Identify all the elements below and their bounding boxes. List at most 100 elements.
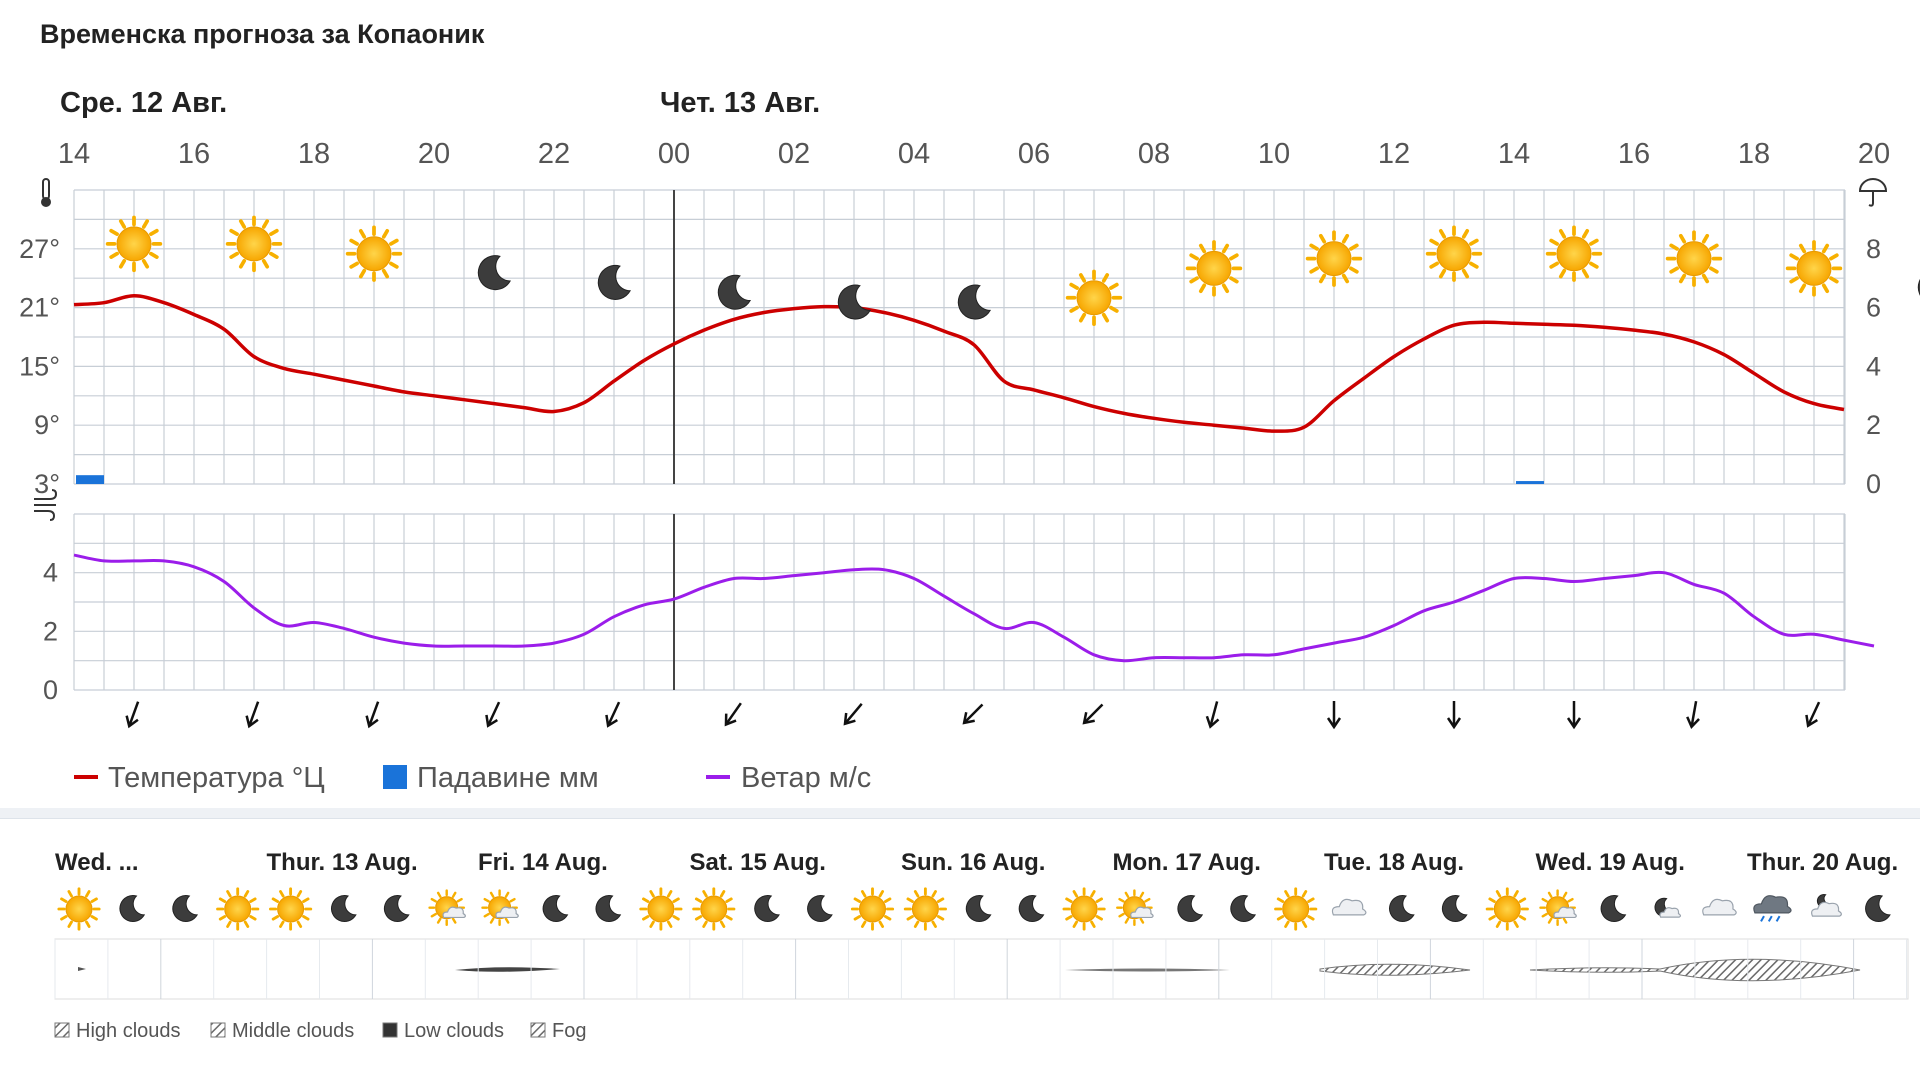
partly-cloudy-icon [481,889,519,927]
day-labels: Сре. 12 Авг.Чет. 13 Авг.Пет. 14 Авг. [60,87,820,119]
cloud-icon [1553,906,1577,919]
moon-icon [1018,895,1045,922]
sun-icon [269,887,313,931]
daily-day-label: Sun. 16 Aug. [901,849,1045,876]
cloud-band [455,967,560,972]
sun-icon [57,887,101,931]
temperature-tick-label: 9° [34,410,60,440]
cloud-icon [1702,898,1737,916]
hour-label: 20 [1858,138,1890,170]
wind-arrow-icon [605,701,621,728]
hour-label: 04 [898,138,930,170]
sun-icon [1062,887,1106,931]
hour-label: 12 [1378,138,1410,170]
cloud-legend-item: Middle clouds [210,1020,354,1042]
daily-forecast-panel: Wed. ... Thur. 13 Aug. Fri. 14 Aug. Sat. 15… [0,818,1920,1081]
cloud-legend-label: High clouds [76,1020,181,1042]
cloud-legend-label: Middle clouds [232,1020,354,1042]
daily-day-label: Mon. 17 Aug. [1113,849,1261,876]
weather-icons [105,215,1920,327]
daily-weather-icons [57,887,1891,931]
daily-day-label: Wed. 19 Aug. [1536,849,1685,876]
sun-icon [225,215,283,273]
sun-icon [1545,225,1603,282]
sun-icon [1785,240,1843,297]
wind-arrow-icon [1566,701,1582,730]
hour-label: 18 [298,138,330,170]
moon-icon [1389,895,1415,922]
wind-tick-label: 4 [43,558,58,588]
moon-icon [957,284,992,320]
daily-day-label: Sat. 15 Aug. [690,849,826,876]
legend-precipitation-swatch [383,765,407,789]
cloud-band [1065,968,1230,972]
moon-icon [119,895,146,922]
temperature-series-line [73,294,1845,433]
meteogram-panel: Временска прогноза за Копаоник Сре. 12 А… [0,0,1920,808]
cloud-icon [1659,907,1682,918]
cloud-band [1319,963,1471,976]
hour-label: 18 [1738,138,1770,170]
cloud-icon [1811,901,1842,917]
cloud-legend-swatch [210,1022,226,1038]
chart-legend: Температура °Ц Падавине мм Ветар м/с [74,762,871,794]
cloud-legend-label: Low clouds [404,1020,504,1042]
precipitation-bar [76,475,104,484]
wind-series-line [73,553,1875,663]
moon-icon [477,255,512,291]
cloud-legend-item: High clouds [54,1020,181,1042]
moon-icon [1600,895,1627,922]
partly-cloudy-icon [1539,889,1577,927]
daily-day-label: Tue. 18 Aug. [1324,849,1464,876]
sun-icon [850,887,895,931]
temperature-tick-label: 21° [19,293,60,323]
hour-label: 14 [1498,138,1530,170]
moon-icon [965,895,992,922]
partly-cloudy-icon [428,889,466,927]
page-title: Временска прогноза за Копаоник [40,19,485,49]
daily-day-label: Thur. 13 Aug. [267,849,418,876]
hour-labels: 1416182022000204060810121416182022000204… [58,138,1890,170]
wind-grid [73,513,1846,691]
precipitation-tick-label: 0 [1866,469,1881,499]
cloud-legend-item: Low clouds [382,1020,504,1042]
moon-icon [1230,895,1257,922]
sun-icon [1665,230,1723,287]
cloud-icon [1130,906,1154,919]
sun-icon [692,887,736,931]
legend-item-temperature: Температура °Ц [74,762,325,794]
rain-icon [1753,895,1792,922]
partly-cloudy-icon [1116,889,1154,927]
daily-day-label: Thur. 20 Aug. [1747,849,1898,876]
precipitation-tick-label: 2 [1866,410,1881,440]
moon-icon [542,895,569,922]
moon-icon [597,265,632,300]
legend-item-wind: Ветар м/с [706,762,871,794]
moon-icon [1441,895,1468,922]
wind-tick-label: 2 [43,616,58,646]
cloud-legend-swatch [54,1022,70,1038]
precipitation-bars [76,475,1544,484]
wind-arrow-icon [125,701,140,729]
hour-label: 22 [538,138,570,170]
temperature-tick-label: 15° [19,351,60,381]
wind-axis: 4 2 0 [43,558,58,705]
moon-icon [754,895,780,922]
precipitation-tick-label: 6 [1866,293,1881,323]
cloud-legend: High clouds Middle clouds Low clouds Fog [54,1020,586,1042]
moon-icon [1865,895,1891,922]
moon-icon [1177,895,1204,922]
legend-temperature-label: Температура °Ц [108,762,325,794]
moon-icon [807,895,833,922]
hour-label: 16 [1618,138,1650,170]
temperature-grid [73,189,1846,485]
wind-arrow-icon [245,701,260,729]
wind-arrow-icon [485,701,501,728]
daily-forecast-chart: Wed. ... Thur. 13 Aug. Fri. 14 Aug. Sat. 15… [54,849,1909,1042]
temperature-tick-label: 27° [19,234,60,264]
thermometer-icon [41,178,51,207]
cloud-icon [442,906,466,919]
moon-cloud-icon [1654,897,1682,918]
hour-label: 08 [1138,138,1170,170]
